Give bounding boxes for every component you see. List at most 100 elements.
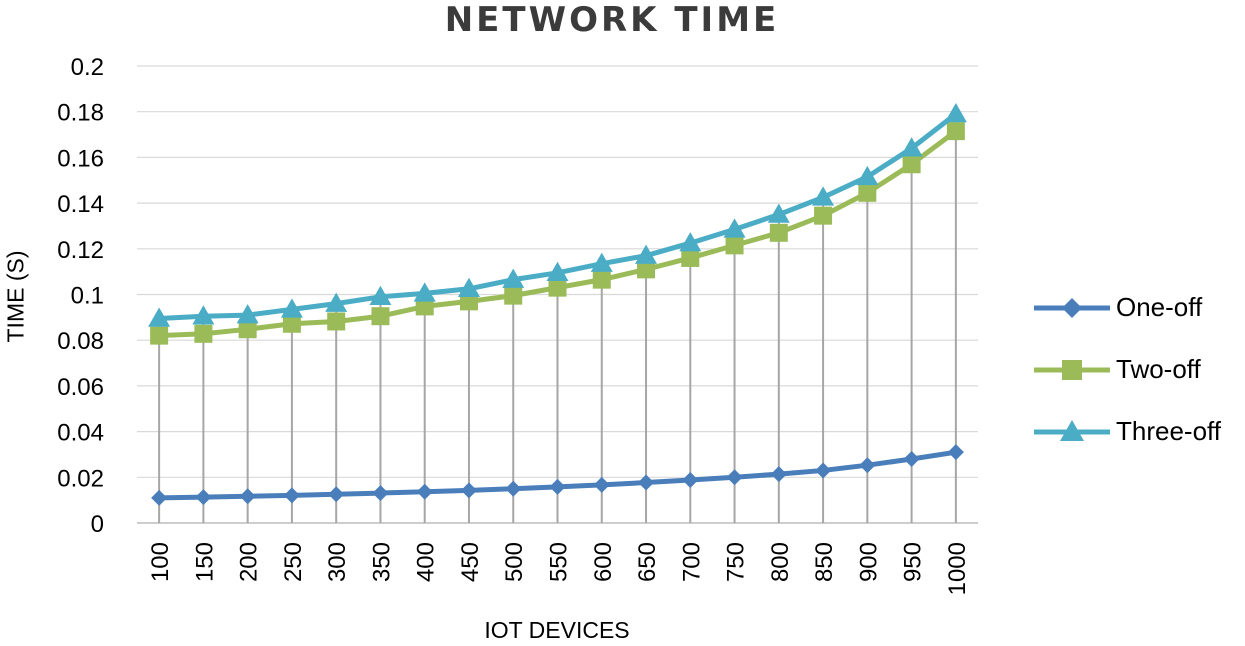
x-tick-label: 400 (413, 542, 440, 582)
data-point-one-off (283, 487, 300, 504)
x-tick-label: 850 (811, 542, 838, 582)
data-point-one-off (416, 483, 433, 500)
data-point-three-off (900, 137, 923, 157)
x-tick-label: 900 (855, 542, 882, 582)
x-tick-label: 250 (280, 542, 307, 582)
data-point-three-off (148, 307, 171, 327)
data-point-one-off (770, 466, 787, 483)
data-point-two-off (769, 223, 788, 242)
data-point-one-off (151, 489, 168, 506)
legend-label: Three-off (1116, 416, 1222, 446)
data-point-three-off (812, 186, 835, 206)
x-tick-label: 950 (900, 542, 927, 582)
data-point-two-off (725, 236, 744, 255)
legend-item-three-off: Three-off (1030, 406, 1245, 468)
x-tick-label: 800 (767, 542, 794, 582)
x-axis-title: IOT DEVICES (484, 617, 630, 643)
data-point-three-off (502, 268, 525, 288)
data-point-two-off (858, 183, 877, 202)
x-tick-label: 450 (457, 542, 484, 582)
y-tick-label: 0 (91, 511, 104, 538)
data-point-two-off (150, 326, 169, 345)
y-tick-label: 0.14 (57, 191, 104, 218)
data-point-three-off (856, 165, 879, 186)
x-tick-label: 350 (368, 542, 395, 582)
x-tick-label: 150 (191, 542, 218, 582)
data-point-two-off (592, 270, 611, 289)
data-point-one-off (460, 482, 477, 499)
y-tick-label: 0.1 (71, 283, 104, 310)
data-point-two-off (637, 260, 656, 279)
data-point-three-off (413, 282, 436, 302)
y-tick-label: 0.08 (57, 328, 104, 355)
x-tick-label: 100 (147, 542, 174, 582)
x-tick-label: 500 (501, 542, 528, 582)
data-point-three-off (546, 261, 569, 282)
legend-swatch (1034, 298, 1110, 318)
chart-title: NETWORK TIME (444, 0, 780, 40)
data-point-two-off (902, 155, 921, 174)
x-tick-label: 650 (634, 542, 661, 582)
data-point-three-off (369, 285, 392, 306)
data-point-one-off (682, 472, 699, 489)
data-point-two-off (548, 278, 567, 297)
x-tick-label: 550 (546, 542, 573, 582)
data-point-three-off (767, 203, 790, 223)
x-tick-label: 1000 (944, 542, 971, 595)
data-point-one-off (903, 451, 920, 468)
data-point-one-off (372, 485, 389, 502)
legend-item-two-off: Two-off (1030, 344, 1245, 406)
y-tick-label: 0.2 (71, 54, 104, 81)
data-point-one-off (726, 469, 743, 486)
y-tick-label: 0.04 (57, 420, 104, 447)
data-point-two-off (946, 122, 965, 141)
data-point-two-off (194, 324, 213, 343)
y-tick-label: 0.06 (57, 374, 104, 401)
data-point-one-off (638, 474, 655, 491)
data-point-one-off (815, 462, 832, 479)
data-point-two-off (238, 320, 257, 339)
data-point-one-off (947, 444, 964, 461)
data-point-two-off (282, 314, 301, 333)
data-point-three-off (635, 244, 658, 264)
legend-item-one-off: One-off (1030, 282, 1245, 344)
data-point-one-off (328, 486, 345, 503)
data-point-three-off (944, 102, 967, 123)
legend-swatch (1034, 360, 1110, 380)
data-point-three-off (723, 218, 746, 238)
data-point-two-off (371, 307, 390, 326)
data-point-three-off (192, 305, 215, 325)
x-tick-label: 600 (590, 542, 617, 582)
data-point-two-off (681, 248, 700, 267)
data-point-one-off (549, 478, 566, 495)
data-point-one-off (859, 457, 876, 474)
data-point-three-off (236, 304, 259, 324)
data-point-two-off (327, 312, 346, 331)
x-tick-label: 300 (324, 542, 351, 582)
legend-label: Two-off (1116, 354, 1201, 384)
legend-swatch (1034, 420, 1110, 441)
data-point-three-off (325, 292, 348, 312)
data-point-three-off (280, 298, 303, 318)
data-point-three-off (590, 252, 613, 272)
data-point-two-off (504, 286, 523, 305)
data-point-three-off (679, 232, 702, 252)
data-point-two-off (415, 297, 434, 316)
data-point-two-off (814, 206, 833, 225)
x-tick-label: 700 (678, 542, 705, 582)
y-tick-label: 0.02 (57, 465, 104, 492)
x-tick-label: 750 (723, 542, 750, 582)
data-point-one-off (195, 489, 212, 506)
data-point-three-off (457, 277, 480, 298)
legend: One-off Two-off Three-off (1030, 282, 1245, 468)
y-tick-label: 0.18 (57, 100, 104, 127)
data-point-one-off (593, 476, 610, 493)
legend-label: One-off (1116, 292, 1203, 322)
data-point-one-off (239, 488, 256, 505)
x-tick-label: 200 (236, 542, 263, 582)
y-tick-label: 0.12 (57, 237, 104, 264)
data-point-one-off (505, 480, 522, 497)
y-tick-label: 0.16 (57, 145, 104, 172)
